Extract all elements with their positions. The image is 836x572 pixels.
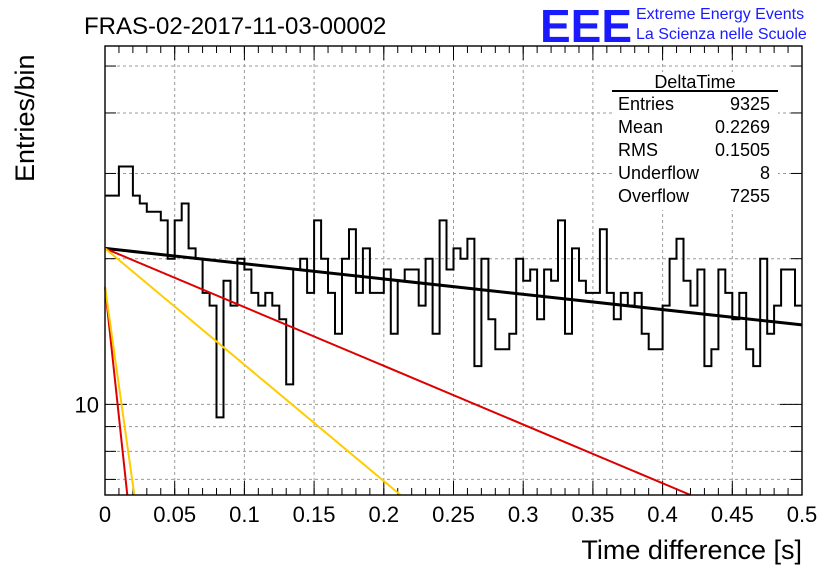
- grid: [105, 46, 802, 495]
- histogram-outline: [105, 165, 802, 419]
- x-tick-label: 0.4: [647, 502, 678, 527]
- eee-logo-mark: EEE: [540, 0, 632, 52]
- x-tick-label: 0.5: [787, 502, 818, 527]
- x-axis-title: Time difference [s]: [581, 535, 802, 565]
- stats-box: DeltaTime Entries 9325 Mean 0.2269 RMS 0…: [612, 72, 778, 210]
- stats-value-entries: 9325: [730, 94, 770, 114]
- x-tick-label: 0.3: [508, 502, 539, 527]
- red-line-steep: [104, 286, 129, 496]
- stats-label-overflow: Overflow: [618, 186, 690, 206]
- logo-line-1: Extreme Energy Events: [636, 6, 804, 23]
- y-tick-labels: 10: [75, 392, 99, 417]
- red-line: [104, 247, 691, 496]
- plot-frame: [104, 45, 803, 496]
- stats-title: DeltaTime: [654, 72, 735, 92]
- stats-label-underflow: Underflow: [618, 163, 700, 183]
- stats-value-overflow: 7255: [730, 186, 770, 206]
- stats-label-mean: Mean: [618, 117, 663, 137]
- orange-line: [104, 247, 402, 496]
- fit-lines-group: [104, 246, 803, 496]
- x-tick-label: 0.35: [571, 502, 614, 527]
- x-tick-label: 0.25: [432, 502, 475, 527]
- fit-line: [104, 246, 803, 327]
- histogram-group: [105, 165, 802, 419]
- orange-line-steep: [104, 286, 136, 496]
- stats-value-mean: 0.2269: [715, 117, 770, 137]
- stats-label-rms: RMS: [618, 140, 658, 160]
- x-tick-label: 0.45: [711, 502, 754, 527]
- logo-line-2: La Scienza nelle Scuole: [636, 26, 807, 43]
- stats-label-entries: Entries: [618, 94, 674, 114]
- stats-value-underflow: 8: [760, 163, 770, 183]
- x-tick-label: 0.15: [293, 502, 336, 527]
- x-tick-label: 0.1: [229, 502, 260, 527]
- x-tick-label: 0.05: [153, 502, 196, 527]
- stats-value-rms: 0.1505: [715, 140, 770, 160]
- x-tick-labels: 0 0.05 0.1 0.15 0.2 0.25 0.3 0.35 0.4 0.45 0.5: [99, 502, 817, 527]
- stats-box-background: [612, 72, 778, 210]
- x-tick-label: 0.2: [369, 502, 400, 527]
- y-tick-label: 10: [75, 392, 99, 417]
- x-tick-label: 0: [99, 502, 111, 527]
- chart-title: FRAS-02-2017-11-03-00002: [84, 13, 386, 40]
- y-axis-title: Entries/bin: [10, 54, 40, 182]
